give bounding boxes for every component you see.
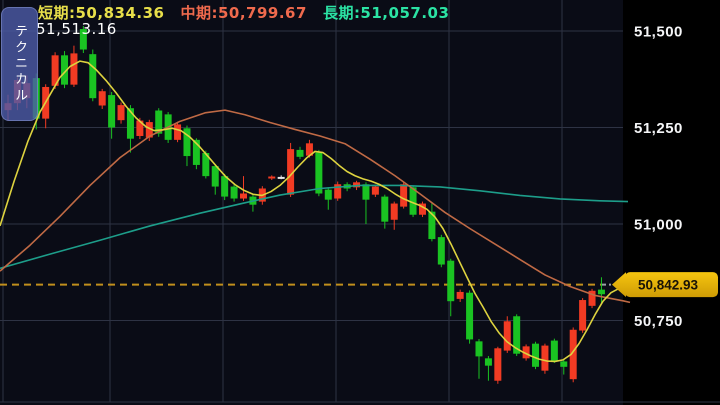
candle-body [240,193,247,199]
candle-body [560,361,568,367]
y-axis-label: 50,750 [634,313,683,330]
candle-body [183,128,191,157]
candle-body [126,108,134,139]
candle-body [484,358,492,366]
candle-body [70,53,78,85]
ma-short-value: 短期:50,834.36 [38,4,165,22]
current-price-badge [625,272,718,298]
candle-body [522,346,530,359]
candle-body [268,176,276,179]
candle-body [428,211,436,240]
candle-body [579,300,587,331]
candle-body [221,176,229,197]
price-badge-arrow [612,272,626,298]
candle-body [145,122,153,138]
candle-body [108,95,116,128]
mid-ma-line [0,109,631,304]
candle-body [174,124,182,140]
long-ma-line [0,184,629,270]
candle-body [437,237,445,265]
candle-body [353,182,361,188]
candle-body [418,203,426,215]
candle-body [466,292,474,340]
candle-body [541,345,549,371]
candle-body [51,55,59,86]
ma-mid-value: 中期:50,799.67 [180,4,307,22]
candle-body [230,186,238,199]
candle-body [79,29,87,50]
candle-body [155,110,163,134]
candle-body [494,348,502,381]
candle-body [136,120,144,136]
y-axis-label: 51,500 [634,24,683,41]
candle-body [315,152,323,194]
candle-body [550,340,558,361]
candle-body [287,149,295,195]
candle-body [89,54,97,99]
candle-body [277,176,285,179]
candle-body [362,184,370,200]
y-axis-label: 51,000 [634,217,683,234]
candle-body [513,316,521,354]
candle-body [456,291,464,299]
candle-body [532,343,540,367]
y-axis-label: 51,250 [634,120,683,137]
candle-body [597,289,605,295]
ma-legend: 短期:50,834.36 中期:50,799.67 長期:51,057.03 [38,2,449,23]
candle-body [371,186,379,195]
candle-body [409,187,417,215]
candle-body [569,329,577,380]
candle-body [588,290,596,306]
candle-body [192,139,200,165]
candle-body [475,341,483,357]
candle-body [61,55,69,85]
current-price-badge-text: 50,842.93 [638,278,699,293]
candle-body [447,260,455,302]
candle-body [296,149,304,157]
session-high-label: 51,513.16 [36,20,117,38]
candle-body [503,321,511,351]
candle-body [334,184,342,199]
candle-body [324,189,332,200]
candle-body [390,203,398,220]
candle-body [400,184,408,207]
technical-button[interactable]: テクニカル [1,7,38,121]
candle-body [202,152,210,177]
candle-body [98,91,106,106]
candle-body [305,143,313,156]
candle-body [211,166,219,187]
ma-long-value: 長期:51,057.03 [322,4,450,22]
short-ma-line [0,60,629,363]
candle-body [117,105,125,121]
candle-body [381,196,389,222]
